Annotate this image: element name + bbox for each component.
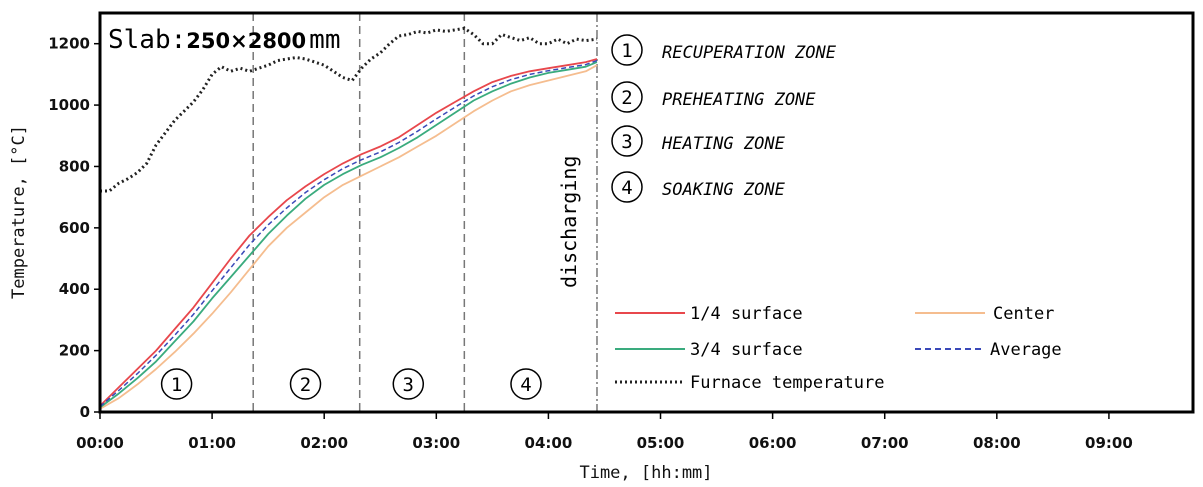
discharging-label: discharging: [557, 156, 581, 288]
series-legend: 1/4 surface Center 3/4 surface Average F…: [615, 304, 1062, 393]
zone-legend-num: 2: [621, 87, 632, 109]
title-prefix: Slab:: [108, 25, 186, 55]
zone-marker-num: 3: [403, 374, 414, 396]
series-line-1-4-surface: [99, 58, 598, 407]
legend-label-average: Average: [990, 340, 1062, 360]
zone-marker-circle: [160, 368, 193, 400]
zone-legend-name: SOAKING ZONE: [662, 180, 786, 200]
x-tick-label: 01:00: [188, 434, 236, 452]
zone-marker-num: 1: [171, 374, 182, 396]
y-tick-label: 0: [80, 403, 90, 421]
y-tick-label: 200: [59, 342, 90, 360]
zone-legend: 1 RECUPERATION ZONE 2 PREHEATING ZONE 3 …: [611, 34, 837, 203]
legend-label-three-quarter-surface: 3/4 surface: [690, 340, 803, 360]
legend-label-center: Center: [993, 304, 1054, 324]
y-tick-label: 1200: [48, 35, 90, 53]
x-tick-label: 08:00: [973, 434, 1021, 452]
zone-legend-item: 4 SOAKING ZONE: [611, 171, 786, 203]
y-axis-title: Temperature, [°C]: [9, 125, 29, 299]
x-tick-label: 07:00: [861, 434, 909, 452]
zone-marker-circle: [510, 368, 542, 400]
y-tick-label: 800: [59, 157, 90, 175]
x-tick-label: 06:00: [749, 434, 797, 452]
series-line-3-4-surface: [99, 61, 598, 409]
axis-ticks: 0 200 400 600 800 1000 1200 00:00 01:00 02:00 03:0…: [48, 35, 1133, 452]
x-tick-label: 03:00: [412, 434, 460, 452]
zone-markers: 1 2 3 4: [160, 368, 542, 400]
zone-marker-circle: [392, 368, 425, 400]
series-group: [99, 26, 598, 410]
zone-legend-item: 1 RECUPERATION ZONE: [611, 34, 837, 66]
y-tick-label: 1000: [48, 96, 90, 114]
y-tick-label: 400: [59, 280, 90, 298]
zone-boundary-lines: [252, 13, 598, 412]
zone-legend-name: PREHEATING ZONE: [662, 90, 816, 110]
zone-legend-item: 2 PREHEATING ZONE: [611, 81, 816, 113]
zone-marker-num: 2: [300, 374, 311, 396]
zone-legend-name: HEATING ZONE: [661, 134, 786, 154]
title-dims: 250×2800: [186, 29, 306, 53]
plot-frame: [98, 11, 1195, 414]
y-tick-label: 600: [59, 219, 90, 237]
zone-legend-num: 4: [621, 177, 632, 199]
zone-legend-num: 1: [621, 40, 632, 62]
x-tick-label: 04:00: [525, 434, 573, 452]
series-line-average: [99, 59, 598, 408]
x-tick-label: 05:00: [637, 434, 685, 452]
zone-marker-num: 4: [520, 374, 531, 396]
legend-label-quarter-surface: 1/4 surface: [690, 304, 803, 324]
legend-label-furnace: Furnace temperature: [690, 373, 884, 393]
zone-marker-circle: [289, 368, 322, 400]
x-axis-title: Time, [hh:mm]: [579, 463, 712, 483]
series-line-center: [99, 64, 598, 410]
title-unit: mm: [309, 25, 340, 55]
x-tick-label: 09:00: [1085, 434, 1133, 452]
zone-legend-name: RECUPERATION ZONE: [662, 43, 837, 63]
x-tick-label: 00:00: [76, 434, 124, 452]
chart-title: Slab:250×2800 mm: [108, 25, 340, 55]
x-tick-label: 02:00: [300, 434, 348, 452]
zone-legend-num: 3: [621, 131, 632, 153]
zone-legend-item: 3 HEATING ZONE: [611, 125, 786, 157]
